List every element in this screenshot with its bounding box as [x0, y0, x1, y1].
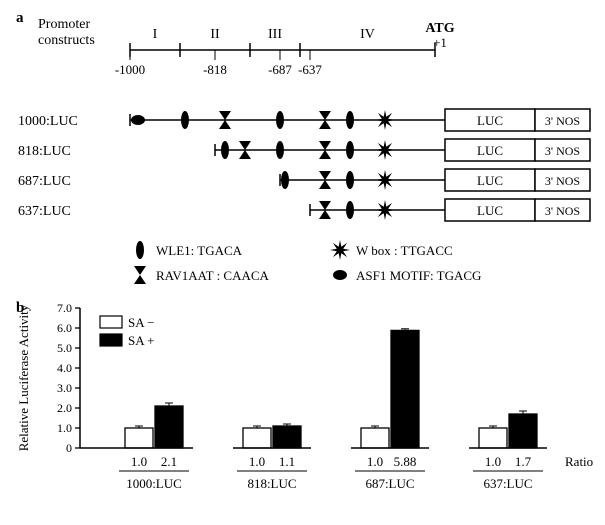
- svg-text:RAV1AAT : CAACA: RAV1AAT : CAACA: [156, 268, 270, 283]
- svg-text:1000:LUC: 1000:LUC: [18, 114, 78, 129]
- svg-text:I: I: [153, 27, 158, 42]
- svg-text:1.0: 1.0: [131, 454, 147, 469]
- svg-text:5.88: 5.88: [394, 454, 417, 469]
- svg-text:constructs: constructs: [38, 33, 95, 48]
- svg-text:III: III: [268, 27, 282, 42]
- promoter-diagram: PromoterconstructsIIIIIIIVATG+1-1000-818…: [10, 10, 595, 300]
- svg-text:-818: -818: [203, 62, 227, 77]
- panel-b-label: b: [16, 300, 24, 317]
- svg-text:ASF1 MOTIF: TGACG: ASF1 MOTIF: TGACG: [356, 268, 481, 283]
- svg-text:ATG: ATG: [425, 21, 454, 36]
- svg-text:687:LUC: 687:LUC: [18, 174, 71, 189]
- svg-text:LUC: LUC: [477, 203, 503, 218]
- svg-text:LUC: LUC: [477, 143, 503, 158]
- svg-text:Ratio: Ratio: [565, 454, 593, 469]
- svg-text:2.1: 2.1: [161, 454, 177, 469]
- svg-text:II: II: [210, 27, 220, 42]
- panel-a: a PromoterconstructsIIIIIIIVATG+1-1000-8…: [10, 10, 595, 300]
- svg-text:1.0: 1.0: [367, 454, 383, 469]
- svg-text:IV: IV: [360, 27, 375, 42]
- svg-text:Promoter: Promoter: [38, 17, 90, 32]
- svg-text:SA +: SA +: [128, 333, 154, 348]
- svg-text:3' NOS: 3' NOS: [545, 204, 580, 218]
- svg-text:0: 0: [66, 441, 72, 455]
- svg-text:637:LUC: 637:LUC: [18, 204, 71, 219]
- svg-text:818:LUC: 818:LUC: [18, 144, 71, 159]
- svg-text:-1000: -1000: [115, 62, 145, 77]
- svg-text:1000:LUC: 1000:LUC: [126, 476, 182, 491]
- svg-text:LUC: LUC: [477, 173, 503, 188]
- svg-text:Relative Luciferase Activity: Relative Luciferase Activity: [16, 304, 31, 451]
- svg-text:3' NOS: 3' NOS: [545, 144, 580, 158]
- svg-text:3' NOS: 3' NOS: [545, 114, 580, 128]
- svg-text:7.0: 7.0: [57, 301, 72, 315]
- svg-text:637:LUC: 637:LUC: [483, 476, 532, 491]
- svg-text:2.0: 2.0: [57, 401, 72, 415]
- svg-text:1.7: 1.7: [515, 454, 532, 469]
- svg-text:W box : TTGACC: W box : TTGACC: [356, 243, 453, 258]
- svg-text:-637: -637: [298, 62, 322, 77]
- svg-text:818:LUC: 818:LUC: [247, 476, 296, 491]
- svg-text:6.0: 6.0: [57, 321, 72, 335]
- panel-b: b 0 1.0 2.0 3.0 4.0 5.0 6.0 7.0 Relative Lucifer…: [10, 300, 595, 515]
- svg-text:WLE1: TGACA: WLE1: TGACA: [156, 243, 243, 258]
- svg-text:-687: -687: [268, 62, 292, 77]
- svg-text:3.0: 3.0: [57, 381, 72, 395]
- svg-text:687:LUC: 687:LUC: [365, 476, 414, 491]
- bar-chart: 0 1.0 2.0 3.0 4.0 5.0 6.0 7.0 Relative Luciferas…: [10, 300, 595, 515]
- svg-text:4.0: 4.0: [57, 361, 72, 375]
- svg-text:5.0: 5.0: [57, 341, 72, 355]
- svg-text:1.1: 1.1: [279, 454, 295, 469]
- svg-text:1.0: 1.0: [249, 454, 265, 469]
- svg-text:SA −: SA −: [128, 315, 154, 330]
- panel-a-label: a: [16, 10, 24, 27]
- svg-text:3' NOS: 3' NOS: [545, 174, 580, 188]
- svg-text:LUC: LUC: [477, 113, 503, 128]
- svg-text:1.0: 1.0: [57, 421, 72, 435]
- svg-text:+1: +1: [433, 35, 447, 50]
- svg-text:1.0: 1.0: [485, 454, 501, 469]
